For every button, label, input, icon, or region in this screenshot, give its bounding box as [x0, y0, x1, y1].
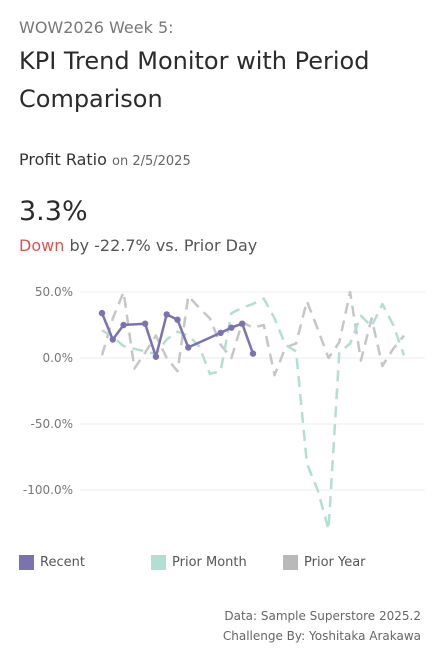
- metric-change: Down by -22.7% vs. Prior Day: [19, 236, 257, 255]
- legend-prior-year-label: Prior Year: [304, 555, 366, 570]
- recent-data-point: [109, 336, 116, 343]
- legend-prior-month-swatch: [151, 555, 166, 570]
- series-line-prior-year: [100, 290, 405, 377]
- legend-recent-swatch: [19, 555, 34, 570]
- change-text: by -22.7% vs. Prior Day: [69, 236, 258, 255]
- metric-header: Profit Ratio on 2/5/2025: [19, 150, 191, 169]
- recent-data-point: [217, 329, 224, 337]
- recent-data-point: [174, 316, 181, 323]
- metric-value: 3.3%: [19, 196, 88, 227]
- recent-data-point: [98, 309, 106, 317]
- legend-recent-label: Recent: [40, 555, 85, 570]
- legend-recent[interactable]: Recent: [19, 555, 85, 570]
- legend-prior-month-label: Prior Month: [172, 555, 247, 570]
- metric-name: Profit Ratio: [19, 150, 107, 169]
- recent-data-point: [120, 321, 127, 329]
- recent-data-point: [163, 311, 170, 318]
- y-tick-label: -100.0%: [23, 483, 73, 497]
- y-tick-label: -50.0%: [31, 417, 73, 431]
- recent-data-point: [228, 324, 235, 331]
- recent-data-point: [249, 350, 257, 357]
- metric-date: on 2/5/2025: [112, 154, 191, 169]
- footer: Data: Sample Superstore 2025.2 Challenge…: [223, 606, 421, 646]
- change-direction: Down: [19, 236, 65, 255]
- recent-data-point: [239, 320, 246, 327]
- data-source: Data: Sample Superstore 2025.2: [224, 609, 421, 623]
- legend-prior-month[interactable]: Prior Month: [151, 555, 247, 570]
- legend: Recent Prior Month Prior Year: [19, 555, 419, 575]
- recent-data-point: [141, 320, 149, 327]
- trend-chart: 50.0% 0.0% -50.0% -100.0%: [23, 285, 425, 531]
- y-tick-label: 0.0%: [43, 351, 74, 365]
- challenge-author: Challenge By: Yoshitaka Arakawa: [222, 629, 421, 643]
- legend-prior-year-swatch: [283, 555, 298, 570]
- recent-data-point: [152, 353, 160, 360]
- recent-data-point: [185, 344, 192, 351]
- y-tick-label: 50.0%: [35, 285, 73, 299]
- series-line-prior-month: [101, 297, 406, 531]
- chart-title: KPI Trend Monitor with Period Comparison: [19, 47, 370, 113]
- chart-subtitle: WOW2026 Week 5:: [19, 18, 174, 37]
- legend-prior-year[interactable]: Prior Year: [283, 555, 366, 570]
